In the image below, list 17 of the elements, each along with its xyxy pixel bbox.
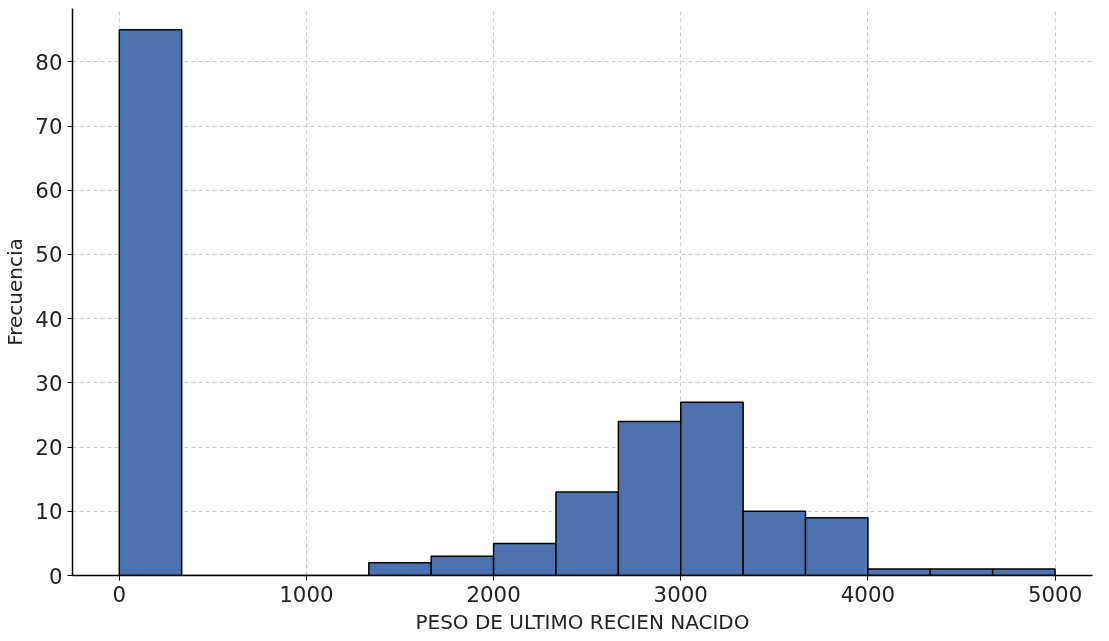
x-tick-label: 4000	[840, 581, 896, 607]
x-axis-title: PESO DE ULTIMO RECIEN NACIDO	[415, 609, 750, 634]
x-tick-label: 3000	[653, 581, 708, 607]
y-axis-title: Frecuencia	[3, 238, 28, 346]
y-tick-label: 20	[35, 435, 63, 461]
y-tick-label: 10	[35, 499, 63, 525]
y-tick-label: 70	[35, 114, 63, 140]
x-tick-label: 0	[112, 581, 127, 607]
y-tick-label: 30	[35, 370, 63, 396]
y-tick-label: 60	[35, 178, 63, 204]
y-tick-label: 80	[35, 49, 63, 75]
y-tick-label: 50	[35, 242, 63, 268]
x-tick-label: 5000	[1027, 581, 1083, 607]
y-tick-label: 0	[48, 563, 63, 589]
x-tick-label: 1000	[279, 581, 334, 607]
x-tick-label: 2000	[466, 581, 521, 607]
y-tick-label: 40	[35, 306, 63, 332]
